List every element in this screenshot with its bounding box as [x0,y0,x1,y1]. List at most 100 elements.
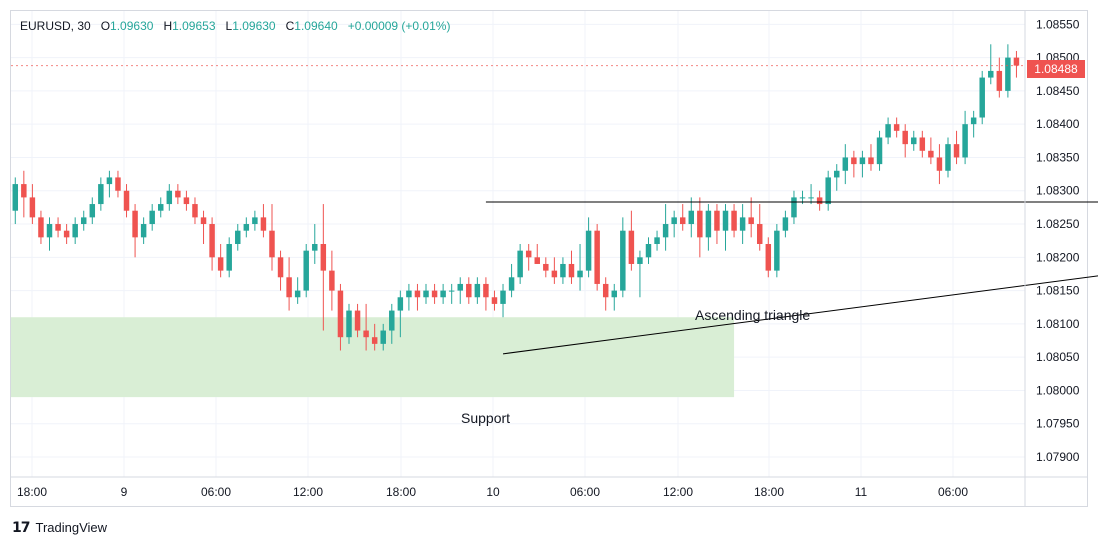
candle-body [38,217,44,238]
candle-body [679,217,686,225]
candle-body [756,224,763,244]
y-tick-label: 1.08150 [1036,284,1080,298]
candle-body [55,224,61,231]
x-tick-label: 06:00 [938,485,968,499]
candle-body [551,270,558,278]
candle-body [483,283,489,298]
y-tick-label: 1.08050 [1036,350,1080,364]
candle-body [431,290,438,298]
candle-body [63,230,70,238]
candle-body [594,230,600,284]
candle-body [491,297,498,304]
x-tick-label: 06:00 [570,485,600,499]
candle-body [329,270,335,291]
candle-body [988,70,994,78]
y-tick-label: 1.07950 [1036,417,1080,431]
candle-body [885,124,891,138]
candle-body [893,124,900,131]
candle-body [705,210,712,238]
tradingview-logo-icon[interactable]: 𝟭𝟳 [12,519,31,535]
candle-body [175,190,181,198]
x-tick-label: 12:00 [293,485,323,499]
candle-body [243,224,250,231]
candle-body [979,77,985,118]
low-label: L [225,19,233,33]
candle-body [928,150,934,158]
y-tick-label: 1.08400 [1036,117,1080,131]
candle-body [158,204,164,211]
brand-name[interactable]: TradingView [35,520,108,535]
candle-body [919,137,926,151]
candle-body [1013,57,1020,66]
candle-body [440,290,446,298]
candle-body [286,277,292,298]
y-tick-label: 1.08100 [1036,317,1080,331]
x-tick-label: 18:00 [17,485,47,499]
y-tick-label: 1.08250 [1036,217,1080,231]
candle-body [842,157,849,171]
candle-body [371,337,378,344]
candle-body [337,290,344,338]
candle-body [765,244,772,271]
footer: 𝟭𝟳 TradingView [12,519,107,536]
candle-body [876,137,883,165]
y-tick-label: 1.07900 [1036,450,1080,464]
candle-body [209,224,215,258]
candle-body [620,230,626,291]
candle-body [799,197,806,199]
candle-body [662,224,669,238]
x-tick-label: 11 [855,485,868,499]
candle-body [911,137,917,145]
candle-body [192,204,198,218]
candle-body [1005,57,1011,91]
candle-body [354,310,361,331]
candle-body [149,210,155,225]
x-tick-label: 18:00 [386,485,416,499]
candle-body [389,310,395,331]
candle-body [902,130,908,145]
candle-body [200,217,207,225]
candle-body [585,230,592,271]
candle-body [970,117,977,125]
y-tick-label: 1.08550 [1036,17,1080,31]
candle-body [320,244,327,271]
low-value: 1.09630 [232,19,276,33]
candle-body [98,184,104,205]
close-label: C [285,19,295,33]
open-value: 1.09630 [110,19,154,33]
candle-body [183,197,190,205]
candle-body [235,230,241,244]
candle-body [808,197,814,199]
ascending-triangle-label: Ascending triangle [695,307,811,323]
candle-body [21,184,27,198]
candle-body [722,210,729,231]
candle-body [500,290,506,304]
candle-body [962,124,968,158]
candle-body [953,144,960,158]
candle-body [945,144,951,171]
y-tick-label: 1.08350 [1036,150,1080,164]
open-label: O [100,19,111,33]
candle-body [560,263,566,278]
x-tick-label: 9 [121,485,128,499]
candles-layer [12,44,1020,351]
chart-frame [10,10,1088,507]
candle-body [791,197,797,218]
candle-body [851,157,857,165]
candle-body [226,244,232,271]
candle-body [132,210,138,238]
candle-body [414,290,421,298]
candle-body [508,277,515,291]
candle-body [217,257,224,271]
change-value: +0.00009 (+0.01%) [347,19,451,33]
candle-body [936,157,943,171]
candle-body [423,290,429,298]
high-label: H [163,19,173,33]
symbol-label: EURUSD, 30 [20,19,91,33]
support-zone-layer [11,317,735,398]
candle-body [252,217,258,225]
support-zone [11,317,735,398]
candle-body [739,217,746,231]
candle-body [654,237,660,244]
